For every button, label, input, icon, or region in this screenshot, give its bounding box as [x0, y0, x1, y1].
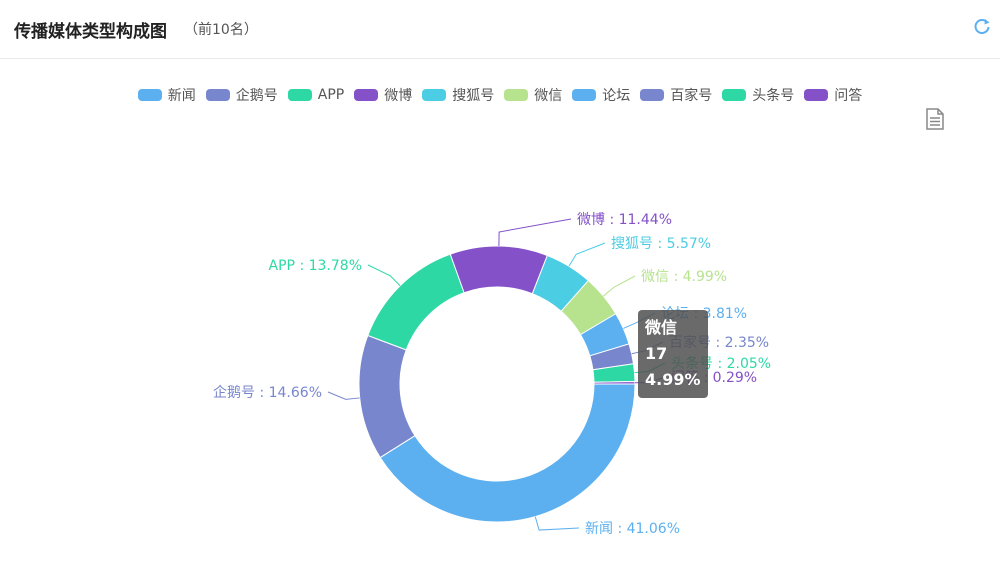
legend-item[interactable]: 问答	[804, 85, 862, 105]
leader-line	[327, 391, 360, 400]
leader-line	[534, 516, 580, 531]
tooltip-percent: 4.99%	[645, 370, 701, 389]
donut-slice[interactable]	[593, 380, 636, 385]
legend-swatch	[205, 89, 230, 101]
legend-item[interactable]: 论坛	[572, 85, 630, 105]
legend-label: 微博	[384, 88, 413, 104]
legend-item[interactable]: 新闻	[137, 85, 196, 105]
legend-swatch	[422, 89, 447, 101]
legend-swatch	[354, 89, 379, 101]
data-view-icon[interactable]	[926, 108, 944, 130]
legend-item[interactable]: 微信	[504, 85, 562, 105]
donut-slice[interactable]	[449, 245, 548, 295]
legend-swatch	[804, 89, 829, 101]
legend-swatch	[504, 89, 529, 101]
tooltip-name: 微信	[645, 318, 678, 337]
legend-item[interactable]: 头条号	[722, 85, 794, 105]
legend-label: 论坛	[602, 88, 631, 104]
leader-line	[603, 275, 636, 297]
legend-item[interactable]: 微博	[354, 85, 412, 105]
legend-swatch	[722, 89, 747, 101]
chart-tooltip: 微信 17 4.99%	[638, 310, 708, 398]
chart-legend: 新闻 企鹅号 APP 微博 搜狐号 微信 论坛 百家号 头条号 问答	[0, 84, 1000, 106]
legend-swatch	[640, 89, 665, 101]
legend-swatch	[287, 89, 312, 101]
legend-label: APP	[317, 87, 345, 103]
leader-line	[367, 264, 401, 287]
slice-label: 搜狐号 : 5.57%	[611, 236, 711, 252]
legend-label: 微信	[534, 88, 563, 104]
donut-slice[interactable]	[367, 253, 465, 351]
legend-swatch	[572, 89, 597, 101]
donut-slice[interactable]	[358, 334, 416, 459]
chart-header: 传播媒体类型构成图 （前10名）	[0, 0, 1000, 59]
slice-label: 新闻 : 41.06%	[585, 521, 680, 537]
legend-label: 新闻	[167, 88, 196, 104]
slice-label: 企鹅号 : 14.66%	[213, 384, 322, 401]
legend-label: 头条号	[752, 88, 795, 104]
leader-line	[568, 242, 606, 267]
legend-item[interactable]: 百家号	[640, 85, 712, 105]
slice-label: 微信 : 4.99%	[641, 269, 727, 285]
slice-label: 微博 : 11.44%	[577, 211, 672, 228]
refresh-icon[interactable]	[972, 16, 992, 36]
legend-label: 百家号	[670, 88, 713, 104]
legend-item[interactable]: 企鹅号	[205, 85, 278, 105]
slice-label: APP : 13.78%	[269, 258, 362, 274]
leader-line	[498, 218, 572, 247]
chart-title: 传播媒体类型构成图	[14, 22, 167, 42]
tooltip-value: 17	[645, 344, 668, 363]
legend-item[interactable]: APP	[287, 87, 345, 103]
legend-item[interactable]: 搜狐号	[422, 85, 494, 105]
donut-slice[interactable]	[379, 383, 636, 523]
legend-label: 企鹅号	[235, 88, 278, 104]
legend-label: 搜狐号	[452, 88, 495, 104]
legend-label: 问答	[834, 88, 863, 104]
chart-subtitle: （前10名）	[184, 22, 258, 38]
legend-swatch	[137, 89, 162, 101]
